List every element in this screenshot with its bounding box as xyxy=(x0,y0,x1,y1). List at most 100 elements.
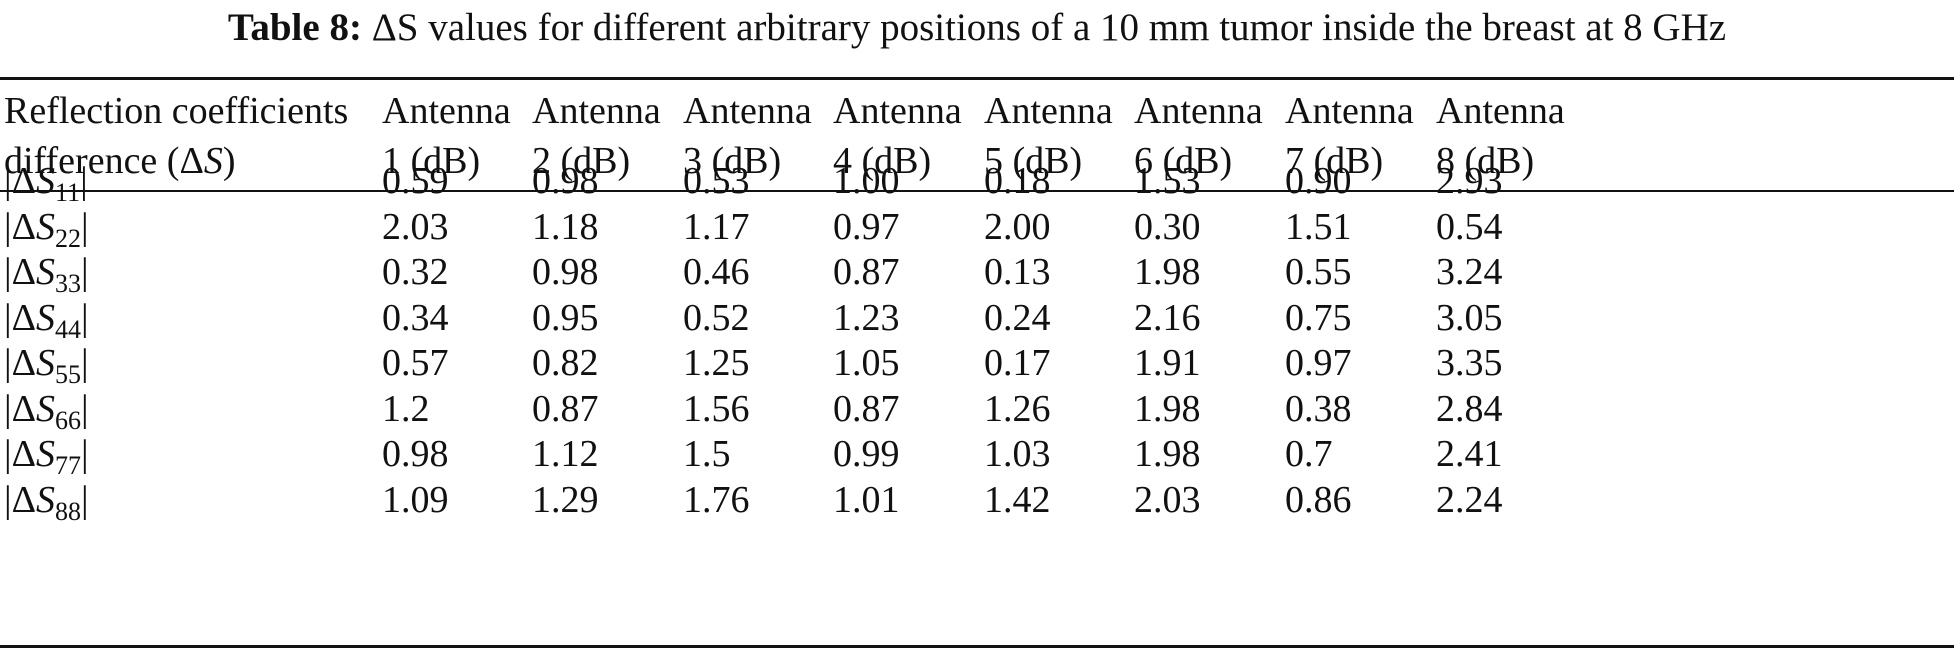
row-label-delta-s33: |ΔS33| xyxy=(4,251,89,298)
table-cell: 0.87 xyxy=(833,251,900,293)
table-cell: 0.95 xyxy=(532,297,599,339)
row-label-delta-s22: |ΔS22| xyxy=(4,206,89,253)
column-header-antenna-4: Antenna 4 (dB) xyxy=(833,86,962,186)
table-cell: 1.01 xyxy=(833,479,900,521)
column-header-line2: 8 (dB) xyxy=(1436,140,1535,182)
table-cell: 0.82 xyxy=(532,342,599,384)
column-header-line1: Antenna xyxy=(833,90,962,132)
table-cell: 0.75 xyxy=(1285,297,1352,339)
table-cell: 0.87 xyxy=(532,388,599,430)
column-header-line1: Antenna xyxy=(532,90,661,132)
table-cell: 1.98 xyxy=(1134,433,1201,475)
table-cell: 1.17 xyxy=(683,206,750,248)
table-cell: 0.13 xyxy=(984,251,1051,293)
table-cell: 2.00 xyxy=(984,206,1051,248)
table-cell: 0.38 xyxy=(1285,388,1352,430)
column-header-antenna-1: Antenna 1 (dB) xyxy=(382,86,511,186)
table-cell: 0.90 xyxy=(1285,160,1352,202)
table-cell: 3.35 xyxy=(1436,342,1503,384)
table-cell: 1.29 xyxy=(532,479,599,521)
table-cell: 2.24 xyxy=(1436,479,1503,521)
row-label-delta-s66: |ΔS66| xyxy=(4,388,89,435)
table-cell: 1.56 xyxy=(683,388,750,430)
table-cell: 0.34 xyxy=(382,297,449,339)
column-header-line2: 7 (dB) xyxy=(1285,140,1384,182)
table-cell: 3.24 xyxy=(1436,251,1503,293)
table-cell: 1.05 xyxy=(833,342,900,384)
row-header-line2: difference (ΔS) xyxy=(4,140,236,182)
column-header-line2: 3 (dB) xyxy=(683,140,782,182)
table-cell: 0.17 xyxy=(984,342,1051,384)
column-header-line2: 2 (dB) xyxy=(532,140,631,182)
column-header-antenna-2: Antenna 2 (dB) xyxy=(532,86,661,186)
table-header-rule xyxy=(0,190,1954,192)
table-cell: 1.09 xyxy=(382,479,449,521)
table-bottom-rule xyxy=(0,645,1954,648)
table-cell: 1.98 xyxy=(1134,251,1201,293)
column-header-antenna-3: Antenna 3 (dB) xyxy=(683,86,812,186)
row-header-cell: Reflection coefficients difference (ΔS) xyxy=(4,86,348,186)
column-header-antenna-5: Antenna 5 (dB) xyxy=(984,86,1113,186)
table-cell: 0.98 xyxy=(382,433,449,475)
table-cell: 0.57 xyxy=(382,342,449,384)
table-cell: 1.51 xyxy=(1285,206,1352,248)
column-header-line1: Antenna xyxy=(984,90,1113,132)
table-cell: 2.16 xyxy=(1134,297,1201,339)
table-cell: 1.76 xyxy=(683,479,750,521)
column-header-line2: 1 (dB) xyxy=(382,140,481,182)
table-cell: 0.18 xyxy=(984,160,1051,202)
table-cell: 2.03 xyxy=(1134,479,1201,521)
table-cell: 0.97 xyxy=(1285,342,1352,384)
table-cell: 0.99 xyxy=(833,433,900,475)
column-header-line2: 4 (dB) xyxy=(833,140,932,182)
table-cell: 0.32 xyxy=(382,251,449,293)
column-header-antenna-8: Antenna 8 (dB) xyxy=(1436,86,1565,186)
table-cell: 1.53 xyxy=(1134,160,1201,202)
column-header-line1: Antenna xyxy=(683,90,812,132)
table-cell: 0.54 xyxy=(1436,206,1503,248)
table-cell: 1.2 xyxy=(382,388,430,430)
table-cell: 0.97 xyxy=(833,206,900,248)
table-cell: 1.5 xyxy=(683,433,731,475)
table-cell: 0.59 xyxy=(382,160,449,202)
row-header-line1: Reflection coefficients xyxy=(4,90,349,132)
table-cell: 1.26 xyxy=(984,388,1051,430)
column-header-line2: 5 (dB) xyxy=(984,140,1083,182)
table-cell: 0.98 xyxy=(532,160,599,202)
table-cell: 0.53 xyxy=(683,160,750,202)
table-caption: Table 8: ΔS values for different arbitra… xyxy=(0,2,1954,54)
caption-label: Table 8: xyxy=(227,6,362,49)
table-top-rule xyxy=(0,77,1954,80)
table-cell: 1.03 xyxy=(984,433,1051,475)
table-cell: 1.25 xyxy=(683,342,750,384)
table-cell: 1.42 xyxy=(984,479,1051,521)
table-cell: 1.00 xyxy=(833,160,900,202)
table-cell: 1.98 xyxy=(1134,388,1201,430)
row-label-delta-s77: |ΔS77| xyxy=(4,433,89,480)
row-label-delta-s88: |ΔS88| xyxy=(4,479,89,526)
table-cell: 0.24 xyxy=(984,297,1051,339)
table-cell: 1.12 xyxy=(532,433,599,475)
column-header-line2: 6 (dB) xyxy=(1134,140,1233,182)
row-label-delta-s55: |ΔS55| xyxy=(4,342,89,389)
table-cell: 2.93 xyxy=(1436,160,1503,202)
column-header-line1: Antenna xyxy=(1436,90,1565,132)
table-cell: 2.03 xyxy=(382,206,449,248)
table-cell: 0.87 xyxy=(833,388,900,430)
table-cell: 0.46 xyxy=(683,251,750,293)
table-cell: 2.84 xyxy=(1436,388,1503,430)
column-header-line1: Antenna xyxy=(1134,90,1263,132)
table-cell: 0.98 xyxy=(532,251,599,293)
table-cell: 1.91 xyxy=(1134,342,1201,384)
table-cell: 3.05 xyxy=(1436,297,1503,339)
table-cell: 2.41 xyxy=(1436,433,1503,475)
table-cell: 0.52 xyxy=(683,297,750,339)
table-cell: 0.55 xyxy=(1285,251,1352,293)
caption-text: ΔS values for different arbitrary positi… xyxy=(371,6,1727,49)
row-label-delta-s11: |ΔS11| xyxy=(4,160,88,207)
table-cell: 0.86 xyxy=(1285,479,1352,521)
column-header-antenna-6: Antenna 6 (dB) xyxy=(1134,86,1263,186)
column-header-line1: Antenna xyxy=(1285,90,1414,132)
table-cell: 1.23 xyxy=(833,297,900,339)
table-cell: 0.30 xyxy=(1134,206,1201,248)
